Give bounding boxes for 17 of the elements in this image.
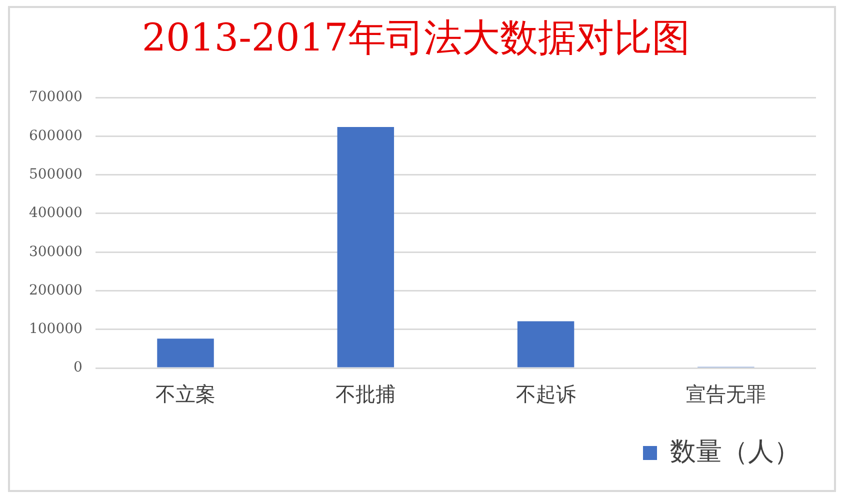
y-tick-label: 700000 [28,89,82,106]
y-tick-label: 100000 [28,321,82,338]
legend-label: 数量（人） [670,436,800,467]
y-tick-label: 200000 [28,282,82,298]
x-tick-label: 不立案 [156,382,216,406]
x-tick-label: 宣告无罪 [686,382,766,406]
y-tick-label: 0 [74,360,82,376]
x-tick-label: 不批捕 [336,382,396,406]
x-tick-label: 不起诉 [516,382,576,406]
bar [157,338,214,368]
bar [337,126,394,368]
y-tick-label: 300000 [28,244,82,260]
y-tick-label: 600000 [28,128,82,144]
chart-title: 2013-2017年司法大数据对比图 [142,16,690,60]
bar [517,321,574,368]
y-tick-label: 400000 [28,205,82,222]
y-tick-label: 500000 [28,166,82,182]
